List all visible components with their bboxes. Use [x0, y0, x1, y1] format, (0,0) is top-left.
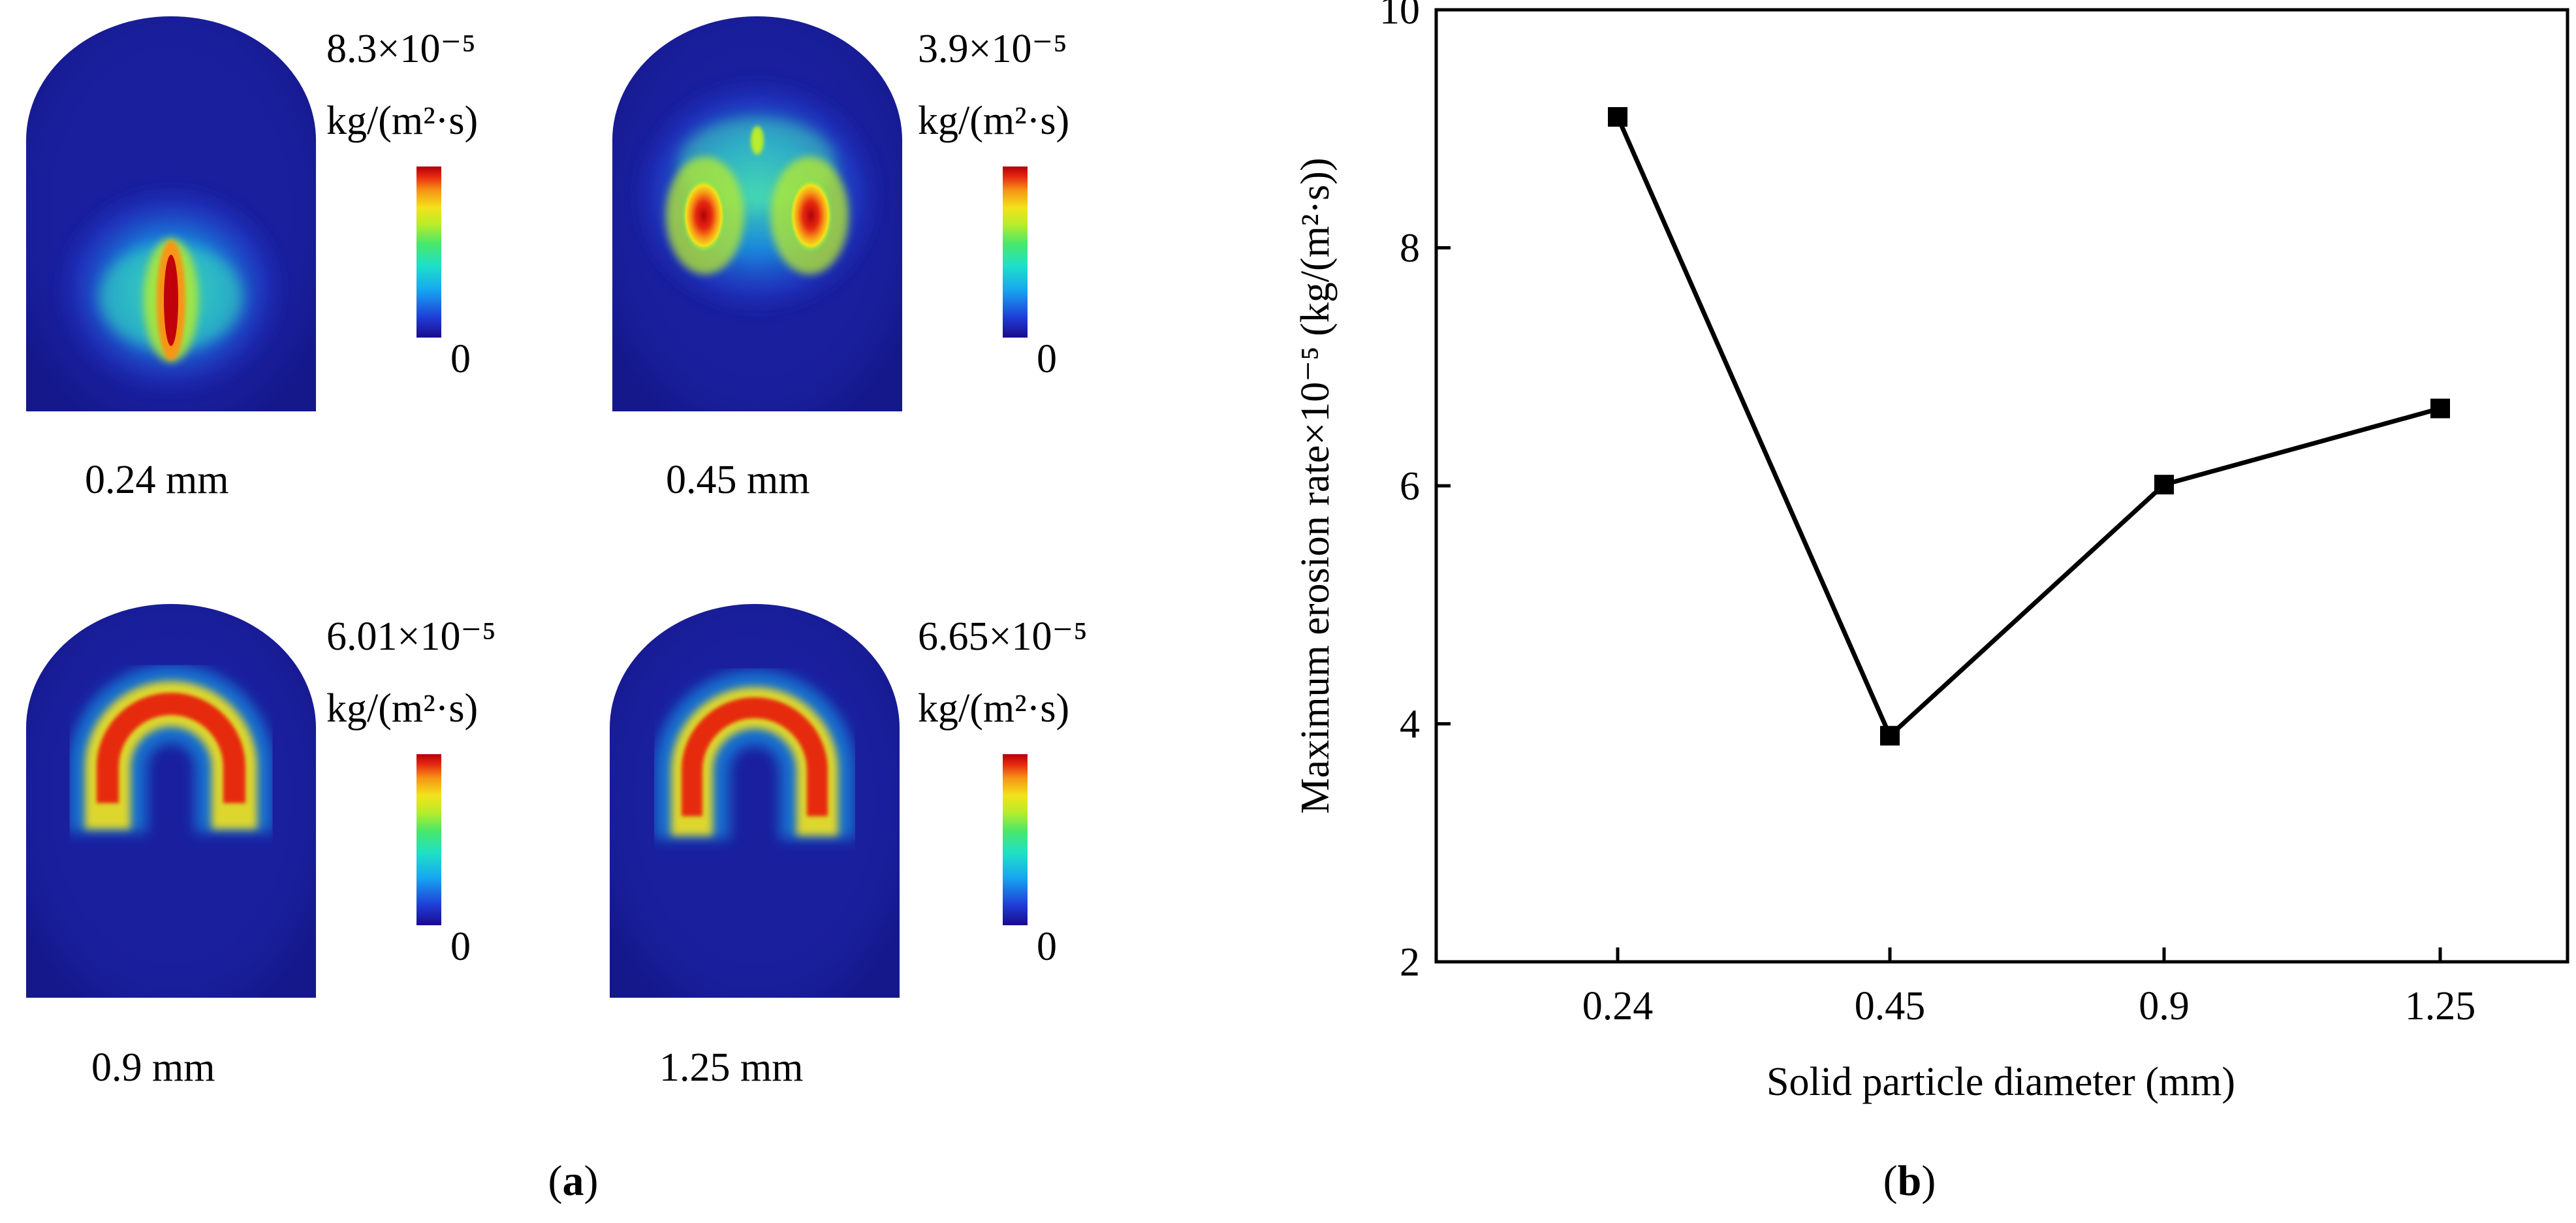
colorbar-min-label: 0: [450, 337, 471, 381]
plot-caption: 0.9 mm: [91, 1045, 215, 1090]
colorbar: [416, 167, 441, 338]
contour-plot-0.24mm: 8.3×10⁻⁵ kg/(m²·s) 0 0.24 mm: [26, 16, 478, 502]
colorbar-max-label: 8.3×10⁻⁵: [326, 27, 476, 71]
plot-frame: [1434, 8, 2569, 964]
data-point: [1608, 107, 1627, 127]
y-tick-label: 10: [1379, 0, 1420, 33]
colorbar: [1003, 167, 1028, 338]
colorbar-unit-label: kg/(m²·s): [326, 99, 478, 143]
x-tick-label: 0.9: [2139, 984, 2190, 1028]
y-tick-label: 8: [1400, 227, 1420, 271]
data-markers: [1608, 107, 2450, 746]
series-line: [1615, 116, 2441, 739]
plot-caption: 1.25 mm: [659, 1045, 803, 1090]
x-axis: 0.24 0.45 0.9 1.25: [1582, 947, 2476, 1028]
colorbar-max-label: 6.65×10⁻⁵: [918, 614, 1088, 659]
colorbar-max-label: 6.01×10⁻⁵: [326, 614, 496, 659]
line-chart: 2 4 6 8 10 0.24 0.45 0.9 1.25 Solid particle di…: [1293, 0, 2569, 1104]
contour-plot-0.45mm: 3.9×10⁻⁵ kg/(m²·s) 0 0.45 mm: [612, 16, 1069, 502]
panel-label-b: (b): [1883, 1157, 1936, 1205]
x-tick-label: 1.25: [2405, 984, 2476, 1028]
x-axis-label: Solid particle diameter (mm): [1767, 1060, 2235, 1104]
x-tick-label: 0.45: [1855, 984, 1926, 1028]
data-point: [1880, 725, 1900, 746]
colorbar: [1003, 754, 1028, 925]
y-axis: 2 4 6 8 10: [1379, 0, 1451, 985]
x-tick-label: 0.24: [1582, 984, 1654, 1028]
panel-b: 2 4 6 8 10 0.24 0.45 0.9 1.25 Solid particle di…: [1293, 0, 2569, 1205]
y-tick-label: 2: [1400, 940, 1420, 985]
y-axis-label: Maximum erosion rate×10⁻⁵ (kg/(m²·s)): [1293, 158, 1338, 814]
colorbar-min-label: 0: [1037, 337, 1057, 381]
y-tick-label: 4: [1400, 703, 1420, 747]
panel-a: 8.3×10⁻⁵ kg/(m²·s) 0 0.24 mm 3.9×10⁻⁵ kg…: [26, 16, 1088, 1205]
colorbar-unit-label: kg/(m²·s): [918, 686, 1069, 731]
colorbar: [416, 754, 441, 925]
contour-plot-0.9mm: 6.01×10⁻⁵ kg/(m²·s) 0 0.9 mm: [26, 604, 496, 1090]
contour-plot-1.25mm: 6.65×10⁻⁵ kg/(m²·s) 0 1.25 mm: [610, 604, 1088, 1090]
colorbar-min-label: 0: [450, 925, 471, 969]
colorbar-unit-label: kg/(m²·s): [326, 686, 478, 731]
panel-label-a: (a): [548, 1157, 599, 1205]
data-point: [2154, 475, 2174, 495]
plot-caption: 0.24 mm: [85, 458, 228, 502]
y-tick-label: 6: [1400, 464, 1420, 509]
panel-letter: a: [563, 1157, 584, 1205]
panel-letter: b: [1898, 1157, 1922, 1205]
colorbar-max-label: 3.9×10⁻⁵: [918, 27, 1067, 71]
plot-caption: 0.45 mm: [666, 458, 809, 502]
colorbar-unit-label: kg/(m²·s): [918, 99, 1069, 143]
colorbar-min-label: 0: [1037, 925, 1057, 969]
data-point: [2430, 398, 2450, 419]
